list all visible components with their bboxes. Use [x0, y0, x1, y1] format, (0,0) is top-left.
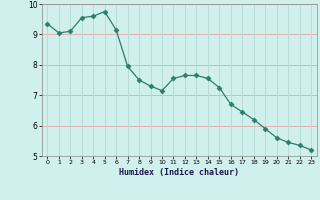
X-axis label: Humidex (Indice chaleur): Humidex (Indice chaleur) [119, 168, 239, 177]
